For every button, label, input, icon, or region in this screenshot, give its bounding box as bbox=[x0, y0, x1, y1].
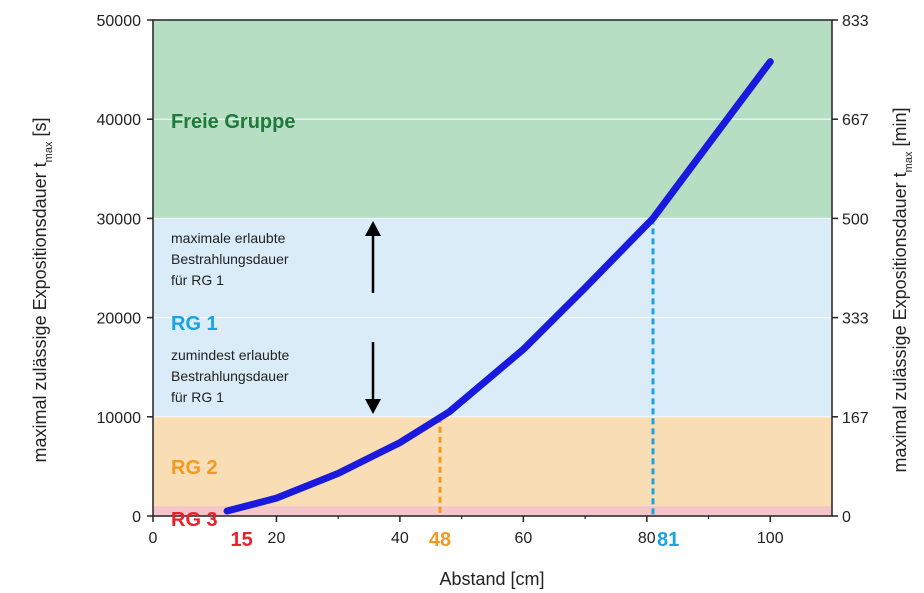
annotation-lower-line-2: für RG 1 bbox=[171, 389, 224, 405]
x-tick-label-60: 60 bbox=[514, 530, 532, 547]
region-label-rg-2: RG 2 bbox=[171, 457, 218, 479]
classification-regions bbox=[153, 20, 832, 516]
y-tick-label-left-20000: 20000 bbox=[97, 311, 142, 328]
annotation-lower-line-1: Bestrahlungsdauer bbox=[171, 368, 289, 384]
marker-label-81: 81 bbox=[657, 529, 679, 551]
annotation-upper-line-0: maximale erlaubte bbox=[171, 230, 286, 246]
y-tick-label-left-0: 0 bbox=[132, 509, 141, 526]
y-tick-label-right-0: 0 bbox=[842, 509, 851, 526]
y-tick-label-right-20000: 333 bbox=[842, 311, 869, 328]
y-tick-label-left-30000: 30000 bbox=[97, 211, 142, 228]
x-axis-title: Abstand [cm] bbox=[439, 569, 544, 589]
x-tick-label-80: 80 bbox=[638, 530, 656, 547]
marker-label-15: 15 bbox=[230, 529, 252, 551]
marker-labels: 15 48 81 bbox=[230, 529, 679, 551]
threshold-marker-lines bbox=[438, 218, 655, 516]
y-axis-title-left: maximal zulässige Expositionsdauer tmax … bbox=[30, 118, 55, 463]
annotations: maximale erlaubte Bestrahlungsdauer für RG… bbox=[171, 221, 381, 414]
y-tick-label-right-10000: 167 bbox=[842, 410, 869, 427]
data-series bbox=[223, 58, 774, 515]
plot-border bbox=[152, 19, 833, 517]
y-axis-title-right: maximal zulässige Expositionsdauer tmax … bbox=[890, 108, 915, 473]
region-label-freie-gruppe: Freie Gruppe bbox=[171, 111, 295, 133]
y-tick-label-left-40000: 40000 bbox=[97, 112, 142, 129]
annotation-upper-line-1: Bestrahlungsdauer bbox=[171, 251, 289, 267]
region-rg-2 bbox=[153, 416, 832, 507]
x-tick-label-100: 100 bbox=[757, 530, 784, 547]
y-tick-label-right-40000: 667 bbox=[842, 112, 869, 129]
series-line-0 bbox=[223, 58, 774, 515]
plot-frame bbox=[152, 19, 833, 517]
arrow-down-head bbox=[365, 399, 381, 414]
y-tick-label-right-30000: 500 bbox=[842, 211, 869, 228]
region-label-rg-3: RG 3 bbox=[171, 509, 218, 531]
x-tick-label-20: 20 bbox=[268, 530, 286, 547]
y-tick-label-left-10000: 10000 bbox=[97, 410, 142, 427]
annotation-lower-line-0: zumindest erlaubte bbox=[171, 347, 290, 363]
y-tick-label-right-50000: 833 bbox=[842, 13, 869, 30]
region-label-rg-1: RG 1 bbox=[171, 313, 218, 335]
arrow-up-head bbox=[365, 221, 381, 236]
x-tick-label-40: 40 bbox=[391, 530, 409, 547]
region-rg-3 bbox=[153, 506, 832, 516]
annotation-upper-line-2: für RG 1 bbox=[171, 272, 224, 288]
gridlines bbox=[153, 118, 832, 418]
x-tick-label-0: 0 bbox=[149, 530, 158, 547]
marker-label-48: 48 bbox=[429, 529, 451, 551]
y-tick-label-left-50000: 50000 bbox=[97, 13, 142, 30]
region-labels: Freie Gruppe RG 1 RG 2 RG 3 bbox=[171, 111, 295, 531]
